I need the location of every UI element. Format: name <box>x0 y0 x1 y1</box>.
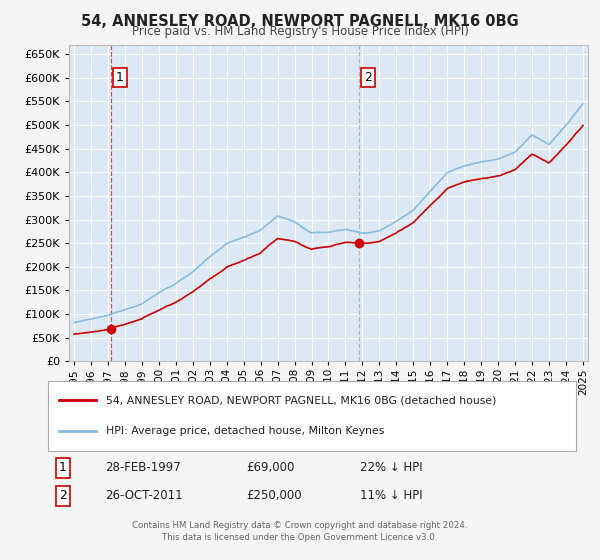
Text: 1: 1 <box>116 71 124 85</box>
Text: 26-OCT-2011: 26-OCT-2011 <box>105 489 182 502</box>
Text: 2: 2 <box>59 489 67 502</box>
Text: 11% ↓ HPI: 11% ↓ HPI <box>360 489 422 502</box>
Text: 54, ANNESLEY ROAD, NEWPORT PAGNELL, MK16 0BG: 54, ANNESLEY ROAD, NEWPORT PAGNELL, MK16… <box>81 14 519 29</box>
Text: 2: 2 <box>364 71 373 85</box>
Text: HPI: Average price, detached house, Milton Keynes: HPI: Average price, detached house, Milt… <box>106 426 385 436</box>
Text: 28-FEB-1997: 28-FEB-1997 <box>105 461 181 474</box>
Text: Contains HM Land Registry data © Crown copyright and database right 2024.
This d: Contains HM Land Registry data © Crown c… <box>132 521 468 542</box>
Text: 1: 1 <box>59 461 67 474</box>
Text: £69,000: £69,000 <box>246 461 295 474</box>
Text: £250,000: £250,000 <box>246 489 302 502</box>
Text: 22% ↓ HPI: 22% ↓ HPI <box>360 461 422 474</box>
Text: Price paid vs. HM Land Registry's House Price Index (HPI): Price paid vs. HM Land Registry's House … <box>131 25 469 38</box>
Text: 54, ANNESLEY ROAD, NEWPORT PAGNELL, MK16 0BG (detached house): 54, ANNESLEY ROAD, NEWPORT PAGNELL, MK16… <box>106 395 496 405</box>
